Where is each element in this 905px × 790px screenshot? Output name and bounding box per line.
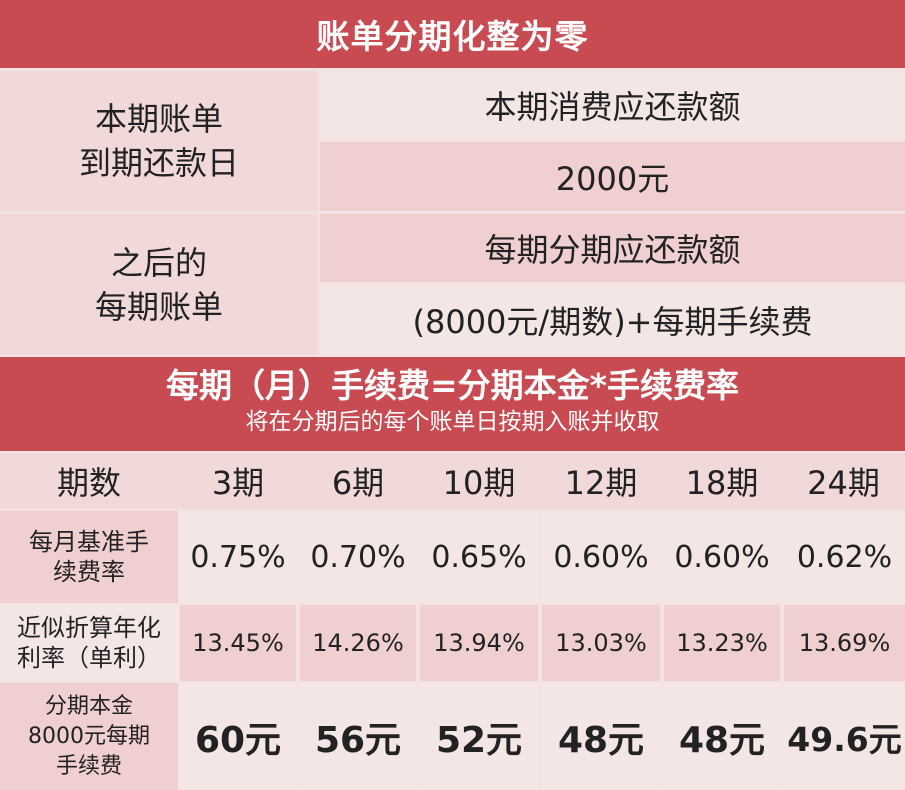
- annual-6: 14.26%: [300, 605, 416, 681]
- annual-24: 13.69%: [784, 605, 905, 681]
- monthly-rate-label: 每月基准手 续费率: [0, 511, 178, 603]
- rate-24: 0.62%: [784, 511, 905, 603]
- fee-formula-banner: 每期（月）手续费=分期本金*手续费率 将在分期后的每个账单日按期入账并收取: [0, 357, 905, 451]
- period-3: 3期: [211, 464, 265, 502]
- fee-formula-note: 将在分期后的每个账单日按期入账并收取: [245, 409, 660, 435]
- period-6: 6期: [331, 464, 385, 502]
- table-row: 分期本金 8000元每期 手续费 60元 56元 52元 48元 48元 49.…: [0, 683, 905, 790]
- annual-12: 13.03%: [542, 605, 660, 681]
- table-header-row: 期数 3期 6期 10期 12期 18期 24期: [0, 453, 905, 509]
- rate-10: 0.65%: [420, 511, 538, 603]
- table-row: 每月基准手 续费率 0.75% 0.70% 0.65% 0.60% 0.60% …: [0, 511, 905, 603]
- fee-formula: 每期（月）手续费=分期本金*手续费率: [166, 366, 739, 405]
- installment-due-formula: (8000元/期数)+每期手续费: [320, 285, 905, 355]
- fee-18: 48元: [664, 683, 780, 790]
- period-18: 18期: [685, 464, 759, 502]
- fee-6: 56元: [300, 683, 416, 790]
- page-title: 账单分期化整为零: [0, 0, 905, 68]
- fee-10: 52元: [420, 683, 538, 790]
- rate-6: 0.70%: [300, 511, 416, 603]
- rate-3: 0.75%: [180, 511, 296, 603]
- rate-12: 0.60%: [542, 511, 660, 603]
- current-bill-label: 本期账单 到期还款日: [0, 71, 318, 211]
- period-10: 10期: [442, 464, 516, 502]
- fee-12: 48元: [542, 683, 660, 790]
- annual-3: 13.45%: [180, 605, 296, 681]
- annual-10: 13.94%: [420, 605, 538, 681]
- later-bill-label: 之后的 每期账单: [0, 214, 318, 355]
- period-12: 12期: [564, 464, 638, 502]
- current-due-heading: 本期消费应还款额: [320, 71, 905, 139]
- installment-due-heading: 每期分期应还款额: [320, 214, 905, 282]
- fee-24: 49.6元: [784, 683, 905, 790]
- period-24: 24期: [807, 464, 880, 502]
- billing-summary: 本期账单 到期还款日 本期消费应还款额 2000元 之后的 每期账单 每期分期应…: [0, 71, 905, 355]
- fee-label: 分期本金 8000元每期 手续费: [0, 683, 178, 790]
- rate-18: 0.60%: [664, 511, 780, 603]
- annual-rate-label: 近似折算年化 利率（单利）: [0, 605, 178, 681]
- current-due-amount: 2000元: [320, 142, 905, 211]
- table-row: 近似折算年化 利率（单利） 13.45% 14.26% 13.94% 13.03…: [0, 605, 905, 681]
- period-header: 期数: [56, 464, 121, 502]
- annual-18: 13.23%: [664, 605, 780, 681]
- fee-3: 60元: [180, 683, 296, 790]
